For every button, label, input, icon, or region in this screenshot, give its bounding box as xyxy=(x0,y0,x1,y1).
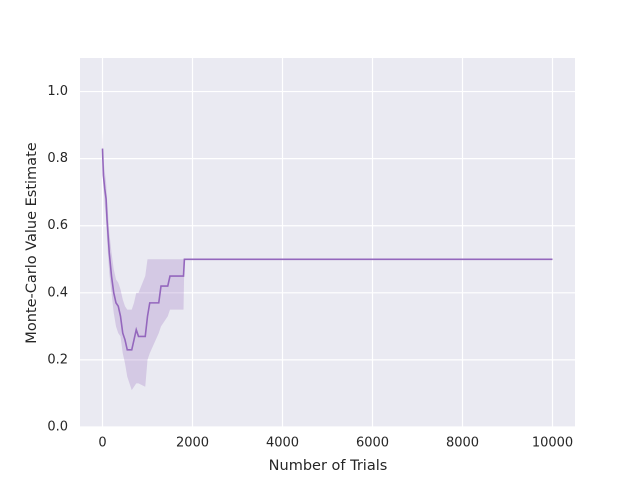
y-tick-label: 1.0 xyxy=(47,84,68,99)
x-tick-label: 4000 xyxy=(266,436,299,451)
plot-area xyxy=(80,58,575,427)
x-tick-label: 0 xyxy=(98,436,106,451)
y-tick-label: 0.2 xyxy=(47,352,68,367)
y-tick-label: 0.8 xyxy=(47,151,68,166)
x-tick-label: 6000 xyxy=(356,436,389,451)
line xyxy=(101,148,553,351)
x-axis-label: Number of Trials xyxy=(269,458,388,474)
y-tick-label: 0.4 xyxy=(47,285,68,300)
x-tick-label: 10000 xyxy=(532,436,573,451)
x-tick-label: 2000 xyxy=(176,436,209,451)
y-axis-label: Monte-Carlo Value Estimate xyxy=(24,142,40,343)
y-tick-label: 0.6 xyxy=(47,218,68,233)
y-tick-label: 0.0 xyxy=(47,420,68,435)
x-tick-label: 8000 xyxy=(446,436,479,451)
